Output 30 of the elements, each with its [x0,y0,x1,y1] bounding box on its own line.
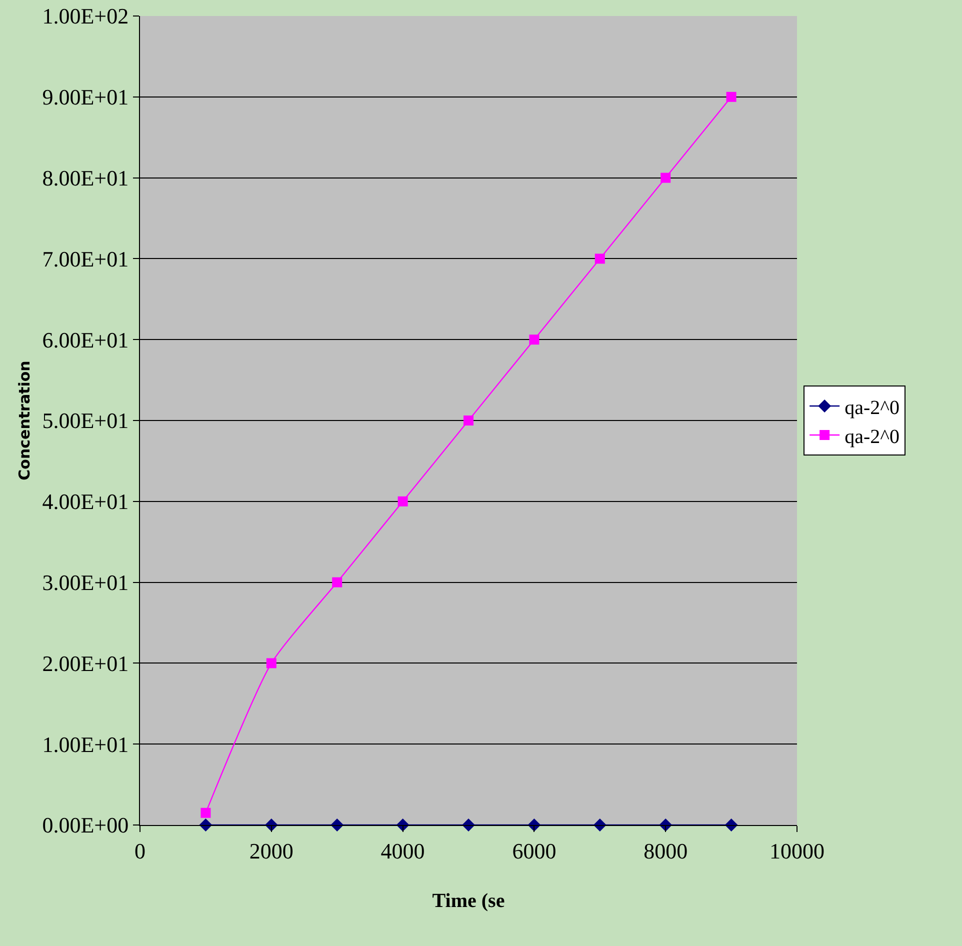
y-tick-label: 8.00E+01 [42,166,129,190]
y-tick-label: 2.00E+01 [42,650,129,676]
point [398,496,408,506]
y-tick-label: 4.00E+01 [42,489,129,514]
legend-label: qa-2^0 [844,396,900,419]
point [660,172,671,183]
x-tick-label: 6000 [512,838,556,864]
point [529,334,540,345]
point [266,658,276,668]
y-tick-label: 7.00E+01 [42,246,129,272]
y-tick-label: 9.00E+01 [42,84,129,110]
y-tick-label: 5.00E+01 [42,408,129,434]
point [594,254,605,264]
x-tick-label: 0 [134,838,146,864]
x-tick-label: 8000 [644,838,688,864]
legend-label: qa-2^0 [844,426,900,448]
point [332,577,342,588]
x-axis-title: Time (se [432,890,505,912]
y-tick-label: 0.00E+00 [42,812,129,838]
y-tick-label: 1.00E+01 [42,732,129,757]
point [726,92,736,102]
y-tick-label: 3.00E+01 [42,570,129,595]
x-tick-label: 10000 [770,838,824,864]
y-tick-label: 6.00E+01 [42,327,129,352]
point [464,416,474,426]
y-tick-label: 1.00E+02 [42,4,129,29]
y-axis-title: Concentration [15,360,34,480]
x-tick-label: 4000 [380,838,425,864]
x-tick-label: 2000 [249,838,294,864]
point [200,808,211,818]
